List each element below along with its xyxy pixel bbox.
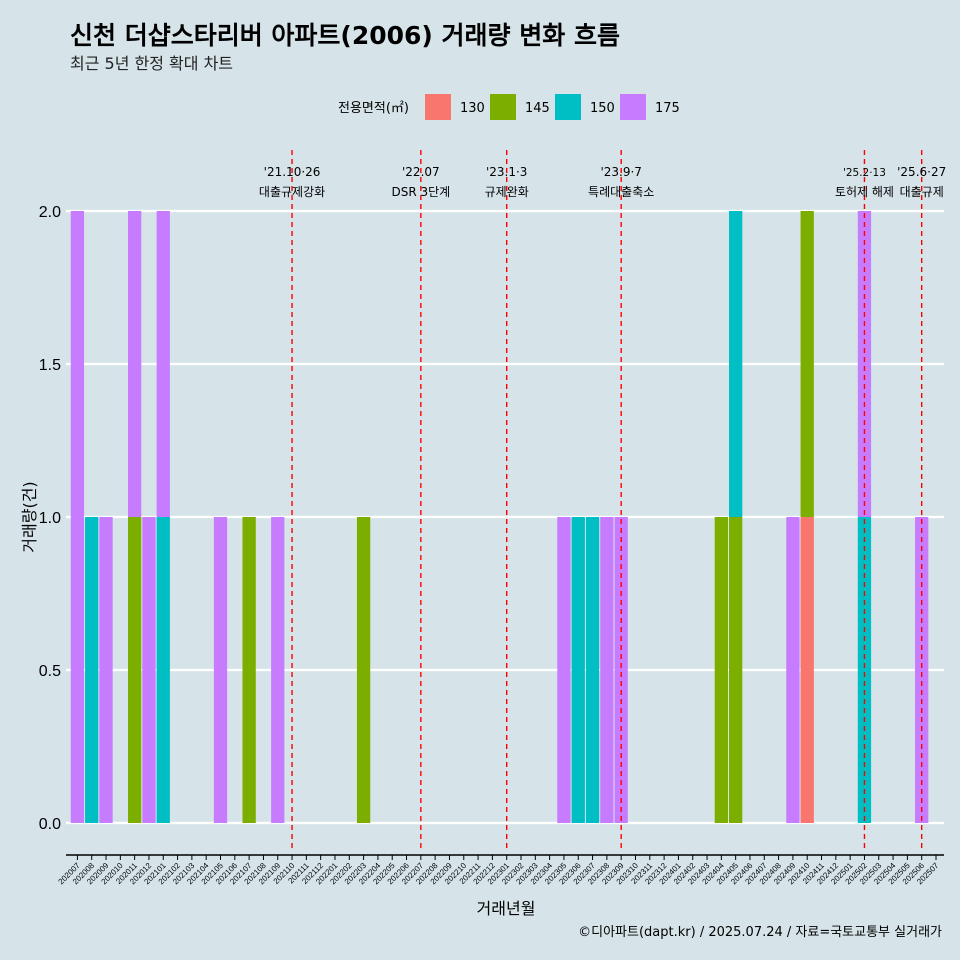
x-axis-title: 거래년월 xyxy=(477,899,536,918)
bar-202502-175 xyxy=(857,211,872,517)
bar-202012-175 xyxy=(142,517,156,823)
caption: ©디아파트(dapt.kr) / 2025.07.24 / 자료=국토교통부 실… xyxy=(578,925,942,940)
bar-202409-175 xyxy=(786,517,800,823)
legend-key-130 xyxy=(425,94,451,120)
x-axis: 2020072020082020092020102020112020122021… xyxy=(57,854,944,886)
bar-202109-175 xyxy=(271,517,285,823)
legend-label-175: 175 xyxy=(655,101,680,116)
event-annotations: '21.10·26 대출규제강화 '22.07 DSR 3단계 '23.1·3 규제완화 '… xyxy=(259,165,946,199)
event-date-label: '25.2·13 xyxy=(843,167,886,179)
bar-202405-145 xyxy=(729,517,743,823)
bar-202203-145 xyxy=(356,517,371,823)
bar-202009-175 xyxy=(99,517,113,823)
bar-202007-175 xyxy=(70,211,85,823)
bar-202101-175 xyxy=(156,211,170,517)
bar-202404-145 xyxy=(714,517,728,823)
bar-202307-150 xyxy=(585,517,600,823)
bar-202101-150 xyxy=(156,517,170,823)
event-date-label: '22.07 xyxy=(402,165,440,179)
legend-key-175 xyxy=(620,94,646,120)
legend-title: 전용면적(㎡) xyxy=(338,101,409,116)
y-tick-label: 0.5 xyxy=(39,663,61,680)
bar-202308-175 xyxy=(600,517,614,823)
y-tick-label: 2.0 xyxy=(39,204,61,221)
legend-key-150 xyxy=(555,94,581,120)
bar-202502-150 xyxy=(857,517,872,823)
y-tick-label: 0.0 xyxy=(39,816,61,833)
event-date-label: '23.1·3 xyxy=(486,165,527,179)
bar-202008-150 xyxy=(85,517,99,823)
y-tick-label: 1.5 xyxy=(39,357,61,374)
bar-202309-175 xyxy=(614,517,628,823)
y-tick-label: 1.0 xyxy=(39,510,61,527)
bar-202306-150 xyxy=(571,517,585,823)
legend-label-145: 145 xyxy=(525,101,550,116)
legend-label-150: 150 xyxy=(590,101,615,116)
event-date-label: '23.9·7 xyxy=(600,165,641,179)
bar-202410-145 xyxy=(800,211,814,517)
chart-title: 신천 더샵스타리버 아파트(2006) 거래량 변화 흐름 xyxy=(70,21,620,50)
event-text-label: 토허제 해제 xyxy=(835,185,894,199)
legend-key-145 xyxy=(490,94,516,120)
legend: 전용면적(㎡) 130 145 150 175 xyxy=(338,94,680,120)
event-text-label: DSR 3단계 xyxy=(391,185,450,199)
bar-202405-150 xyxy=(729,211,743,517)
bar-202107-145 xyxy=(242,517,256,823)
bar-202506-175 xyxy=(915,517,929,823)
bar-202105-175 xyxy=(213,517,228,823)
y-axis-title: 거래량(건) xyxy=(20,481,39,552)
bar-202011-145 xyxy=(127,517,142,823)
bar-202410-130 xyxy=(800,517,814,823)
chart-subtitle: 최근 5년 한정 확대 차트 xyxy=(70,54,233,73)
event-text-label: 대출규제 xyxy=(900,185,944,199)
y-axis: 0.0 0.5 1.0 1.5 2.0 xyxy=(39,204,61,833)
bars xyxy=(70,211,929,823)
event-date-label: '25.6·27 xyxy=(897,165,946,179)
event-date-label: '21.10·26 xyxy=(264,165,321,179)
event-text-label: 특례대출축소 xyxy=(588,185,654,199)
event-text-label: 대출규제강화 xyxy=(259,185,325,199)
legend-label-130: 130 xyxy=(460,101,485,116)
bar-202011-175 xyxy=(127,211,142,517)
bar-202305-175 xyxy=(557,517,571,823)
event-text-label: 규제완화 xyxy=(485,185,529,199)
